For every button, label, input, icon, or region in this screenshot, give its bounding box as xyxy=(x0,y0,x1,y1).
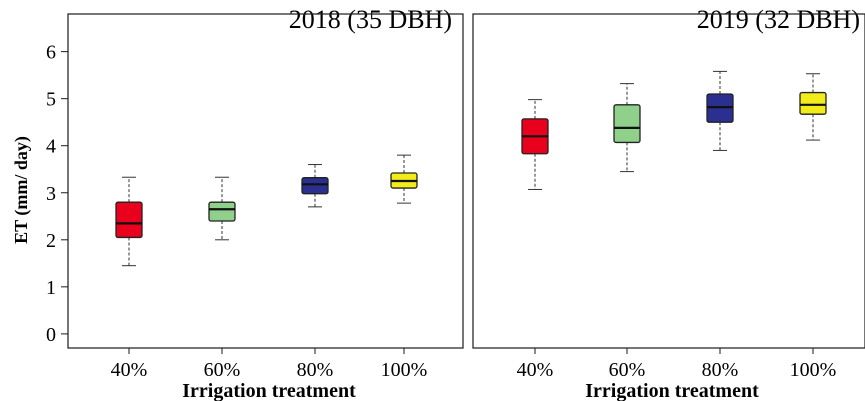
y-axis-label: ET (mm/ day) xyxy=(11,136,32,244)
panel-2019-frame xyxy=(472,13,865,349)
x-tick-label: 40% xyxy=(517,359,554,381)
box-60pct xyxy=(613,104,641,144)
panel-2019-title: 2019 (32 DBH) xyxy=(697,5,860,34)
box-100pct xyxy=(799,91,827,115)
y-tick-label: 4 xyxy=(46,136,56,158)
y-tick-label: 1 xyxy=(46,277,56,299)
x-tick-label: 100% xyxy=(790,359,837,381)
panel-2019-x-axis-label: Irrigation treatment xyxy=(585,380,759,401)
box-60pct xyxy=(208,201,236,222)
x-tick-label: 80% xyxy=(702,359,739,381)
x-tick-label: 100% xyxy=(381,359,428,381)
x-tick-label: 40% xyxy=(111,359,148,381)
y-tick-label: 0 xyxy=(46,324,56,346)
x-tick-label: 60% xyxy=(609,359,646,381)
box-80pct xyxy=(301,177,329,195)
y-tick-label: 2 xyxy=(46,230,56,252)
panel-2018-title: 2018 (35 DBH) xyxy=(289,5,452,34)
x-tick-label: 80% xyxy=(297,359,334,381)
panel-2018-x-axis-label: Irrigation treatment xyxy=(182,380,356,401)
panel-2018-frame xyxy=(67,13,464,349)
y-tick-label: 5 xyxy=(46,89,56,111)
box-40pct xyxy=(115,201,143,239)
y-tick-label: 6 xyxy=(46,42,56,64)
x-tick-label: 60% xyxy=(204,359,241,381)
y-tick-label: 3 xyxy=(46,183,56,205)
